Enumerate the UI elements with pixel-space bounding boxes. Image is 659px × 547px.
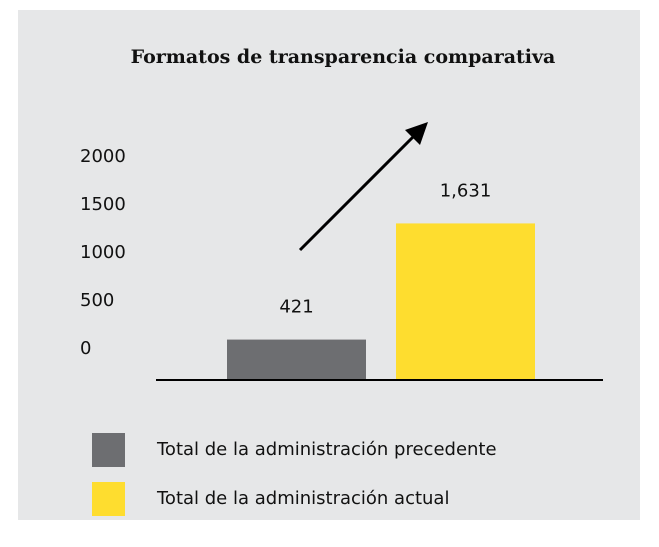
y-tick-label: 1500 bbox=[80, 194, 126, 215]
y-tick-label: 0 bbox=[80, 338, 91, 359]
trend-arrow bbox=[298, 130, 420, 252]
legend-swatch bbox=[92, 482, 125, 516]
arrow-head bbox=[405, 122, 428, 145]
y-tick-label: 2000 bbox=[80, 146, 126, 167]
value-label: 421 bbox=[279, 297, 313, 318]
y-tick-label: 1000 bbox=[80, 242, 126, 263]
legend-label: Total de la administración precedente bbox=[156, 439, 497, 460]
legend-swatch bbox=[92, 433, 125, 467]
bar bbox=[396, 223, 535, 380]
y-tick-label: 500 bbox=[80, 290, 114, 311]
chart-title: Formatos de transparencia comparativa bbox=[131, 46, 556, 68]
bar bbox=[227, 339, 366, 380]
value-label: 1,631 bbox=[440, 180, 492, 201]
legend-label: Total de la administración actual bbox=[156, 488, 449, 509]
